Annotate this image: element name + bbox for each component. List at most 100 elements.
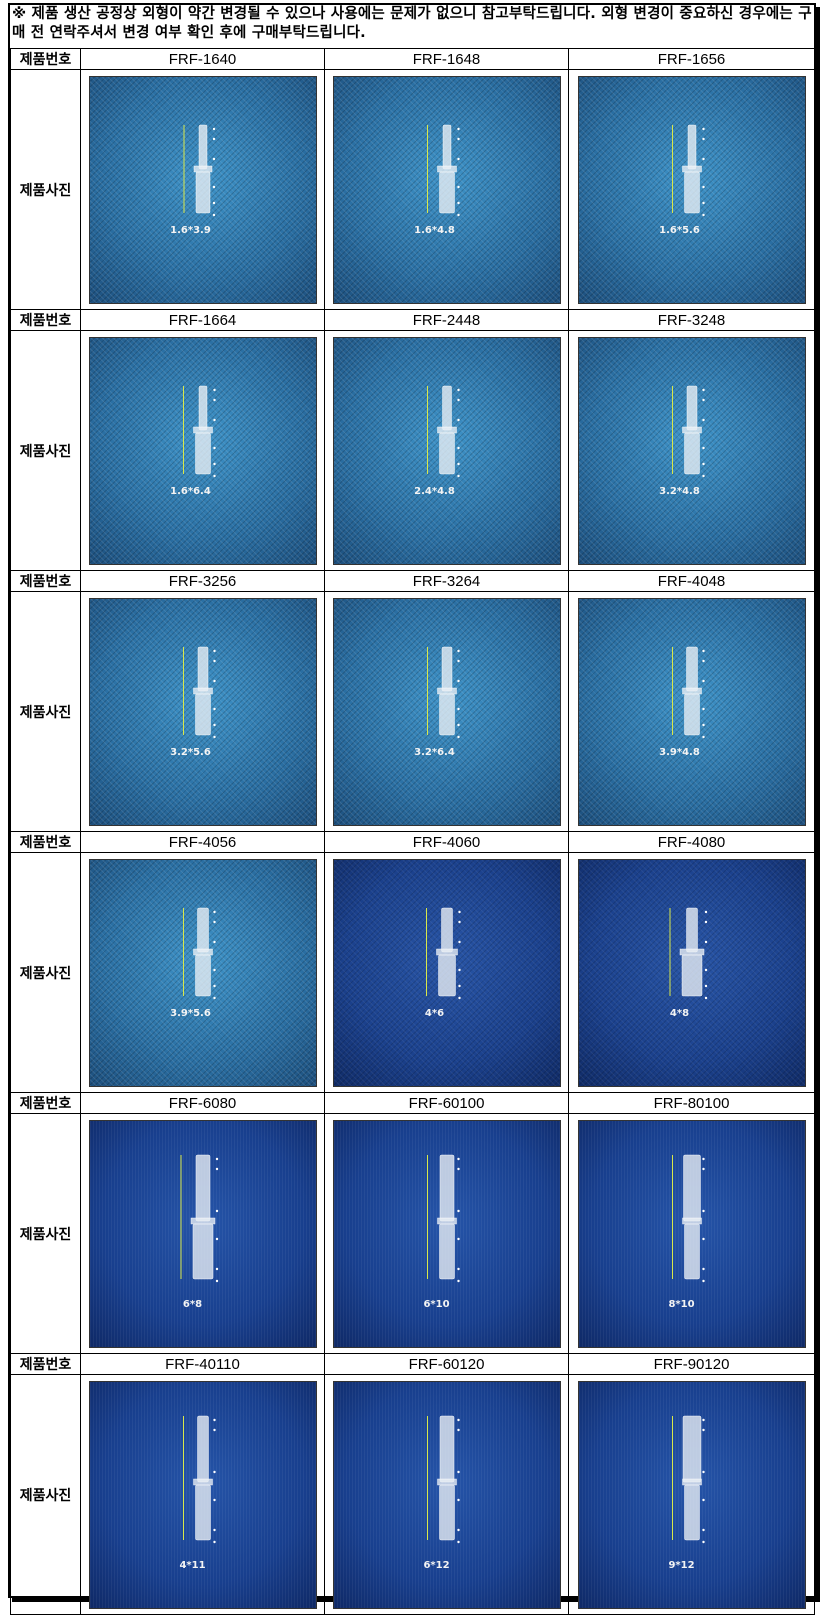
fitting-collar: [190, 1217, 215, 1224]
dimension-marker: [701, 1470, 705, 1473]
fitting-small-barb: [442, 124, 451, 169]
dimension-marker: [701, 1498, 705, 1501]
fitting-drawing: [426, 646, 460, 738]
dimension-marker: [704, 940, 707, 943]
dimension-marker: [456, 213, 460, 216]
fitting-small-barb: [439, 1415, 454, 1482]
product-code: FRF-4056: [80, 831, 325, 853]
dimension-marker: [456, 1428, 460, 1431]
photo-row: 제품사진 3.9*5.6 4*6 4*8: [10, 852, 815, 1093]
photo-row-label: 제품사진: [10, 852, 81, 1093]
size-label: 4*8: [669, 1007, 690, 1019]
dimension-marker: [212, 1498, 216, 1501]
size-label: 1.6*4.8: [414, 224, 455, 236]
photo-row-label: 제품사진: [10, 69, 81, 310]
fitting-drawing: [669, 907, 707, 999]
photo-cell: 3.2*6.4: [324, 591, 569, 832]
product-code: FRF-3264: [324, 570, 569, 592]
dimension-marker: [456, 649, 460, 652]
fitting-collar: [192, 426, 213, 433]
fitting-small-barb: [686, 385, 697, 430]
fitting-collar: [436, 426, 457, 433]
product-code: FRF-90120: [568, 1353, 815, 1375]
dimension-marker: [701, 1167, 705, 1170]
dimension-marker: [701, 201, 705, 204]
fitting-collar: [679, 948, 704, 955]
dimension-marker: [456, 418, 460, 421]
product-photo: 8*10: [578, 1120, 805, 1347]
dimension-marker: [456, 201, 460, 204]
fitting-small-barb: [198, 124, 207, 169]
dimension-marker: [212, 910, 216, 913]
fitting-collar: [436, 687, 457, 694]
dimension-marker: [456, 1528, 460, 1531]
dimension-marker: [701, 723, 705, 726]
photo-cell: 6*12: [324, 1374, 569, 1615]
dimension-marker: [212, 446, 216, 449]
size-label: 1.6*6.4: [170, 485, 211, 497]
product-photo: 6*10: [333, 1120, 560, 1347]
photo-cell: 2.4*4.8: [324, 330, 569, 571]
dimension-marker: [701, 1279, 705, 1282]
dimension-marker: [456, 388, 460, 391]
fitting-collar: [681, 426, 702, 433]
fitting-large-barb: [438, 1223, 455, 1279]
size-label: 3.2*6.4: [414, 746, 455, 758]
fitting-small-barb: [196, 1415, 209, 1482]
dimension-marker: [212, 679, 216, 682]
fitting-collar: [192, 687, 213, 694]
product-code: FRF-1656: [568, 48, 815, 70]
dimension-marker: [212, 474, 216, 477]
product-photo: 6*12: [333, 1381, 560, 1608]
fitting-drawing: [671, 385, 705, 477]
dimension-marker: [456, 446, 460, 449]
dimension-marker: [701, 707, 705, 710]
dimension-marker: [212, 723, 216, 726]
dimension-marker: [701, 388, 705, 391]
size-label: 6*12: [423, 1559, 450, 1571]
size-label: 6*10: [423, 1298, 450, 1310]
dimension-marker: [701, 137, 705, 140]
fitting-collar: [436, 165, 457, 172]
dimension-marker: [701, 185, 705, 188]
product-code: FRF-3256: [80, 570, 325, 592]
code-row-label: 제품번호: [10, 570, 81, 592]
dimension-marker: [701, 1157, 705, 1160]
fitting-drawing: [182, 1415, 216, 1543]
dimension-marker: [456, 1279, 460, 1282]
dimension-marker: [456, 1418, 460, 1421]
fitting-small-barb: [682, 1154, 701, 1221]
dimension-marker: [456, 1267, 460, 1270]
dimension-marker: [212, 984, 216, 987]
dimension-marker: [457, 920, 461, 923]
fitting-drawing: [671, 646, 705, 738]
dimension-marker: [456, 137, 460, 140]
photo-cell: 6*8: [80, 1113, 325, 1354]
fitting-collar: [192, 948, 213, 955]
dimension-marker: [215, 1157, 218, 1160]
dimension-marker: [701, 659, 705, 662]
photo-cell: 4*6: [324, 852, 569, 1093]
product-code: FRF-3248: [568, 309, 815, 331]
dimension-marker: [704, 984, 707, 987]
product-photo: 3.9*5.6: [89, 859, 316, 1086]
dimension-marker: [212, 1528, 216, 1531]
fitting-drawing: [182, 907, 216, 999]
dimension-marker: [215, 1267, 218, 1270]
code-row: 제품번호 FRF-1664 FRF-2448 FRF-3248: [10, 309, 815, 331]
photo-cell: 1.6*6.4: [80, 330, 325, 571]
product-code: FRF-1640: [80, 48, 325, 70]
fitting-large-barb: [194, 432, 211, 474]
dimension-marker: [701, 679, 705, 682]
size-label: 4*11: [179, 1559, 206, 1571]
dimension-marker: [704, 968, 707, 971]
fitting-large-barb: [681, 954, 702, 996]
frame-shadow-right: [816, 7, 820, 1602]
fitting-drawing: [426, 1154, 460, 1282]
product-photo: 1.6*3.9: [89, 76, 316, 303]
product-code: FRF-6080: [80, 1092, 325, 1114]
fitting-small-barb: [197, 646, 208, 691]
dimension-marker: [212, 201, 215, 204]
code-row-label: 제품번호: [10, 1092, 81, 1114]
dimension-marker: [701, 474, 705, 477]
